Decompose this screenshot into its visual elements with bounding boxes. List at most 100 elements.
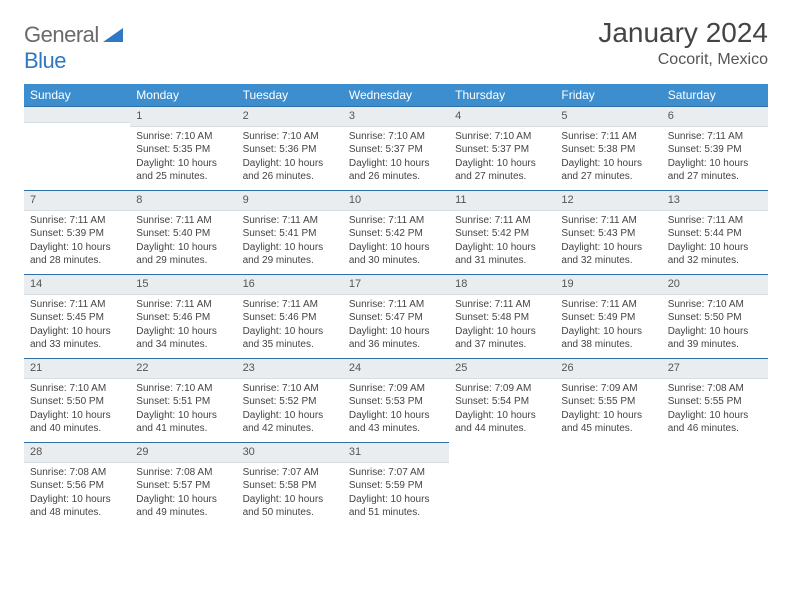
sunset-line: Sunset: 5:51 PM [136,395,230,409]
cell-inner: 15Sunrise: 7:11 AMSunset: 5:46 PMDayligh… [130,274,236,356]
sunset-line: Sunset: 5:56 PM [30,479,124,493]
calendar-row: 7Sunrise: 7:11 AMSunset: 5:39 PMDaylight… [24,190,768,274]
sunset-line: Sunset: 5:39 PM [30,227,124,241]
sunset-line: Sunset: 5:50 PM [30,395,124,409]
calendar-cell: 1Sunrise: 7:10 AMSunset: 5:35 PMDaylight… [130,106,236,190]
calendar-cell: 19Sunrise: 7:11 AMSunset: 5:49 PMDayligh… [555,274,661,358]
calendar-cell [24,106,130,190]
day-body: Sunrise: 7:11 AMSunset: 5:39 PMDaylight:… [24,211,130,272]
cell-inner: 23Sunrise: 7:10 AMSunset: 5:52 PMDayligh… [237,358,343,440]
brand-word2: Blue [24,48,66,73]
day-body: Sunrise: 7:11 AMSunset: 5:46 PMDaylight:… [237,295,343,356]
day-body: Sunrise: 7:11 AMSunset: 5:49 PMDaylight:… [555,295,661,356]
sunset-line: Sunset: 5:47 PM [349,311,443,325]
cell-inner: 9Sunrise: 7:11 AMSunset: 5:41 PMDaylight… [237,190,343,272]
sunrise-line: Sunrise: 7:09 AM [561,382,655,396]
calendar-cell: 17Sunrise: 7:11 AMSunset: 5:47 PMDayligh… [343,274,449,358]
calendar-row: 14Sunrise: 7:11 AMSunset: 5:45 PMDayligh… [24,274,768,358]
calendar-cell: 25Sunrise: 7:09 AMSunset: 5:54 PMDayligh… [449,358,555,442]
cell-inner: 6Sunrise: 7:11 AMSunset: 5:39 PMDaylight… [662,106,768,188]
sunset-line: Sunset: 5:55 PM [561,395,655,409]
sunrise-line: Sunrise: 7:11 AM [30,214,124,228]
sunrise-line: Sunrise: 7:10 AM [136,382,230,396]
day-number: 13 [662,190,768,211]
sunset-line: Sunset: 5:52 PM [243,395,337,409]
sunrise-line: Sunrise: 7:11 AM [243,298,337,312]
day-body: Sunrise: 7:10 AMSunset: 5:36 PMDaylight:… [237,127,343,188]
calendar-cell: 15Sunrise: 7:11 AMSunset: 5:46 PMDayligh… [130,274,236,358]
triangle-icon [103,26,123,47]
calendar-row: 1Sunrise: 7:10 AMSunset: 5:35 PMDaylight… [24,106,768,190]
calendar-cell: 12Sunrise: 7:11 AMSunset: 5:43 PMDayligh… [555,190,661,274]
header-row: General Blue January 2024 Cocorit, Mexic… [24,18,768,74]
day-number: 11 [449,190,555,211]
calendar-cell: 2Sunrise: 7:10 AMSunset: 5:36 PMDaylight… [237,106,343,190]
cell-inner: 19Sunrise: 7:11 AMSunset: 5:49 PMDayligh… [555,274,661,356]
cell-inner [24,106,130,123]
day-body: Sunrise: 7:11 AMSunset: 5:46 PMDaylight:… [130,295,236,356]
sunset-line: Sunset: 5:39 PM [668,143,762,157]
calendar-cell: 11Sunrise: 7:11 AMSunset: 5:42 PMDayligh… [449,190,555,274]
calendar-cell: 26Sunrise: 7:09 AMSunset: 5:55 PMDayligh… [555,358,661,442]
calendar-body: 1Sunrise: 7:10 AMSunset: 5:35 PMDaylight… [24,106,768,526]
sunset-line: Sunset: 5:46 PM [136,311,230,325]
sunrise-line: Sunrise: 7:11 AM [561,214,655,228]
brand-text: General Blue [24,22,123,74]
day-number: 31 [343,442,449,463]
calendar-cell: 27Sunrise: 7:08 AMSunset: 5:55 PMDayligh… [662,358,768,442]
cell-inner: 31Sunrise: 7:07 AMSunset: 5:59 PMDayligh… [343,442,449,524]
calendar-cell: 31Sunrise: 7:07 AMSunset: 5:59 PMDayligh… [343,442,449,526]
calendar-cell: 13Sunrise: 7:11 AMSunset: 5:44 PMDayligh… [662,190,768,274]
sunset-line: Sunset: 5:42 PM [455,227,549,241]
cell-inner: 8Sunrise: 7:11 AMSunset: 5:40 PMDaylight… [130,190,236,272]
day-body: Sunrise: 7:10 AMSunset: 5:37 PMDaylight:… [449,127,555,188]
calendar-cell: 6Sunrise: 7:11 AMSunset: 5:39 PMDaylight… [662,106,768,190]
day-body: Sunrise: 7:10 AMSunset: 5:52 PMDaylight:… [237,379,343,440]
day-body: Sunrise: 7:07 AMSunset: 5:59 PMDaylight:… [343,463,449,524]
month-title: January 2024 [598,18,768,49]
day-number: 23 [237,358,343,379]
sunset-line: Sunset: 5:36 PM [243,143,337,157]
sunrise-line: Sunrise: 7:10 AM [243,382,337,396]
cell-inner: 16Sunrise: 7:11 AMSunset: 5:46 PMDayligh… [237,274,343,356]
cell-inner: 4Sunrise: 7:10 AMSunset: 5:37 PMDaylight… [449,106,555,188]
day-body: Sunrise: 7:10 AMSunset: 5:50 PMDaylight:… [662,295,768,356]
calendar-cell: 23Sunrise: 7:10 AMSunset: 5:52 PMDayligh… [237,358,343,442]
sunset-line: Sunset: 5:50 PM [668,311,762,325]
day-number: 8 [130,190,236,211]
sunset-line: Sunset: 5:44 PM [668,227,762,241]
calendar-cell: 4Sunrise: 7:10 AMSunset: 5:37 PMDaylight… [449,106,555,190]
day-body: Sunrise: 7:11 AMSunset: 5:38 PMDaylight:… [555,127,661,188]
day-body: Sunrise: 7:11 AMSunset: 5:39 PMDaylight:… [662,127,768,188]
sunrise-line: Sunrise: 7:08 AM [136,466,230,480]
daylight-line: Daylight: 10 hours and 41 minutes. [136,409,230,436]
daylight-line: Daylight: 10 hours and 35 minutes. [243,325,337,352]
day-body: Sunrise: 7:10 AMSunset: 5:35 PMDaylight:… [130,127,236,188]
sunrise-line: Sunrise: 7:11 AM [668,130,762,144]
weekday-header: Wednesday [343,84,449,106]
daylight-line: Daylight: 10 hours and 37 minutes. [455,325,549,352]
daylight-line: Daylight: 10 hours and 34 minutes. [136,325,230,352]
empty-daynum [24,106,130,123]
day-number: 22 [130,358,236,379]
sunset-line: Sunset: 5:37 PM [455,143,549,157]
weekday-row: SundayMondayTuesdayWednesdayThursdayFrid… [24,84,768,106]
sunrise-line: Sunrise: 7:10 AM [455,130,549,144]
day-number: 4 [449,106,555,127]
daylight-line: Daylight: 10 hours and 36 minutes. [349,325,443,352]
day-number: 5 [555,106,661,127]
day-number: 12 [555,190,661,211]
sunrise-line: Sunrise: 7:10 AM [243,130,337,144]
calendar-cell [662,442,768,526]
day-number: 16 [237,274,343,295]
sunset-line: Sunset: 5:54 PM [455,395,549,409]
day-body: Sunrise: 7:10 AMSunset: 5:37 PMDaylight:… [343,127,449,188]
daylight-line: Daylight: 10 hours and 43 minutes. [349,409,443,436]
sunset-line: Sunset: 5:57 PM [136,479,230,493]
daylight-line: Daylight: 10 hours and 27 minutes. [561,157,655,184]
cell-inner: 24Sunrise: 7:09 AMSunset: 5:53 PMDayligh… [343,358,449,440]
cell-inner: 1Sunrise: 7:10 AMSunset: 5:35 PMDaylight… [130,106,236,188]
sunrise-line: Sunrise: 7:09 AM [349,382,443,396]
day-body: Sunrise: 7:11 AMSunset: 5:43 PMDaylight:… [555,211,661,272]
sunrise-line: Sunrise: 7:11 AM [349,298,443,312]
